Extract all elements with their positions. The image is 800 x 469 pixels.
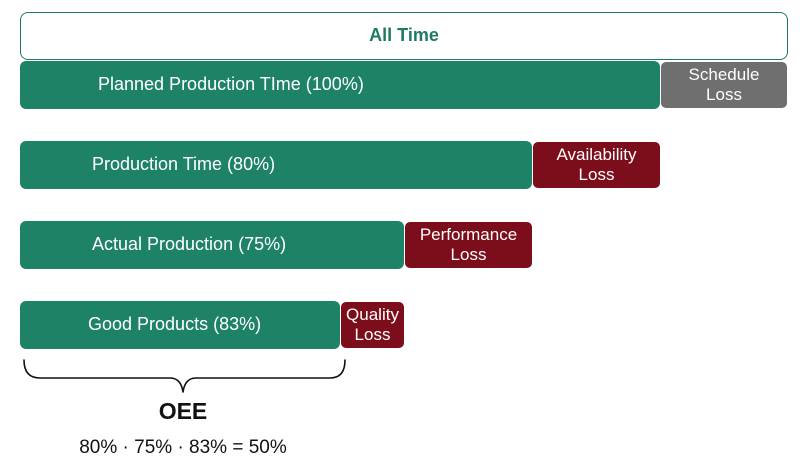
quality-loss-box: Quality Loss [340, 301, 405, 349]
brace-path [23, 359, 346, 393]
schedule-loss-label: Schedule Loss [688, 64, 760, 104]
oee-title: OEE [158, 398, 208, 424]
planned-production-bar: Planned Production TIme (100%) [20, 61, 660, 109]
oee-formula: 80% · 75% · 83% = 50% [79, 437, 287, 458]
good-products-bar: Good Products (83%) [20, 301, 340, 349]
actual-production-label: Actual Production (75%) [92, 234, 287, 255]
all-time-label: All Time [369, 25, 439, 46]
production-time-bar: Production Time (80%) [20, 141, 532, 189]
production-time-label: Production Time (80%) [92, 154, 276, 175]
performance-loss-label: Performance Loss [419, 224, 518, 264]
planned-production-label: Planned Production TIme (100%) [98, 74, 364, 95]
good-products-label: Good Products (83%) [88, 314, 262, 335]
quality-loss-label: Quality Loss [346, 304, 399, 344]
actual-production-bar: Actual Production (75%) [20, 221, 404, 269]
schedule-loss-box: Schedule Loss [660, 61, 788, 109]
availability-loss-label: Availability Loss [556, 144, 637, 184]
performance-loss-box: Performance Loss [404, 221, 533, 269]
all-time-box: All Time [20, 12, 788, 60]
availability-loss-box: Availability Loss [532, 141, 661, 189]
